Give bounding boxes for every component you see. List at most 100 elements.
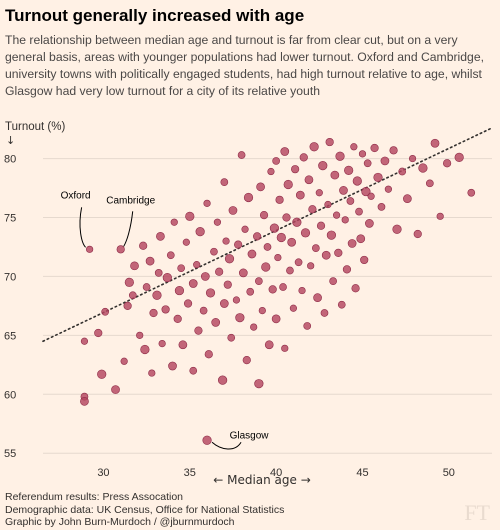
data-point (202, 435, 212, 445)
data-point (326, 230, 336, 240)
data-point (398, 167, 407, 176)
data-point (347, 239, 357, 248)
data-point (253, 232, 262, 241)
data-point (174, 285, 185, 296)
data-point (329, 277, 337, 285)
annotation-label-glasgow: Glasgow (230, 430, 270, 441)
data-point (238, 268, 248, 278)
data-point (255, 277, 263, 285)
data-point (203, 199, 211, 207)
data-point (274, 253, 282, 262)
data-point (279, 283, 287, 291)
data-point (188, 279, 198, 288)
annotation-label-oxford: Oxford (61, 191, 91, 202)
data-point (215, 267, 224, 276)
data-point (282, 213, 291, 222)
data-point (223, 280, 232, 289)
data-point (330, 170, 340, 180)
data-point (430, 138, 440, 148)
x-tick-label: 45 (356, 467, 368, 479)
y-tick-label: 55 (4, 448, 16, 460)
data-point (235, 313, 245, 323)
annotation-arrow-glasgow (211, 441, 242, 450)
chart-subtitle: The relationship between median age and … (5, 33, 484, 98)
data-point (418, 163, 428, 173)
data-point (254, 379, 264, 389)
data-point (318, 161, 328, 171)
data-point (308, 205, 317, 214)
data-point (189, 366, 198, 375)
data-point (332, 211, 341, 219)
data-point (443, 159, 452, 168)
data-point (166, 251, 175, 260)
data-point (232, 296, 241, 304)
data-point (358, 150, 367, 158)
data-point (335, 151, 345, 161)
data-point (267, 167, 275, 176)
data-point (194, 326, 203, 335)
data-point (200, 272, 210, 281)
data-point (247, 249, 257, 259)
data-point (352, 176, 362, 186)
data-point (205, 288, 216, 298)
data-point (80, 337, 89, 345)
data-point (373, 172, 383, 183)
data-point (287, 237, 297, 247)
data-point (158, 340, 166, 348)
data-point (355, 207, 363, 216)
data-point (289, 304, 298, 312)
y-tick-label: 65 (4, 330, 16, 342)
data-point (195, 227, 205, 237)
data-point (142, 283, 151, 291)
data-point (298, 286, 306, 295)
data-point (283, 179, 293, 190)
data-point (467, 188, 476, 197)
data-point (380, 156, 390, 166)
data-point (307, 262, 315, 270)
ft-logo: FT (464, 500, 490, 525)
data-point (275, 195, 284, 204)
data-point (173, 314, 182, 323)
data-point (258, 307, 266, 315)
data-point (250, 323, 258, 331)
data-point (334, 248, 343, 257)
data-point (300, 228, 311, 238)
credit-line: Graphic by John Burn-Murdoch / @jburnmur… (5, 516, 235, 528)
data-point (162, 273, 172, 283)
data-point (124, 277, 134, 287)
data-point (356, 234, 366, 244)
data-point (168, 361, 177, 371)
data-point (213, 218, 222, 226)
data-point (120, 357, 128, 365)
data-point (111, 385, 120, 394)
data-point (148, 369, 156, 377)
data-point (86, 245, 94, 253)
data-point (177, 264, 186, 273)
data-point (281, 344, 289, 352)
data-point (170, 218, 178, 226)
y-axis-arrow: ↓ (6, 134, 15, 147)
data-point (237, 151, 246, 159)
data-point (337, 300, 346, 309)
x-axis-label: ← Median age → (213, 473, 311, 487)
data-point (224, 254, 235, 264)
data-point (218, 375, 228, 385)
data-point (315, 189, 323, 197)
data-point (316, 221, 326, 230)
source-line-results: Referendum results: Press Assocation (5, 491, 183, 503)
y-axis-label: Turnout (%) (5, 121, 65, 133)
data-point (454, 152, 464, 162)
data-point (156, 232, 165, 241)
data-point (128, 291, 137, 300)
data-point (403, 194, 412, 203)
data-point (80, 397, 89, 406)
y-tick-label: 70 (4, 271, 16, 283)
data-point (123, 301, 132, 310)
data-point (350, 143, 358, 151)
data-point (241, 225, 249, 233)
data-point (264, 340, 274, 350)
data-point (182, 238, 190, 246)
data-point (256, 182, 265, 192)
data-point (219, 299, 229, 308)
axis-ticks: 55 60 65 70 75 80 30 35 40 45 50 (4, 154, 455, 479)
